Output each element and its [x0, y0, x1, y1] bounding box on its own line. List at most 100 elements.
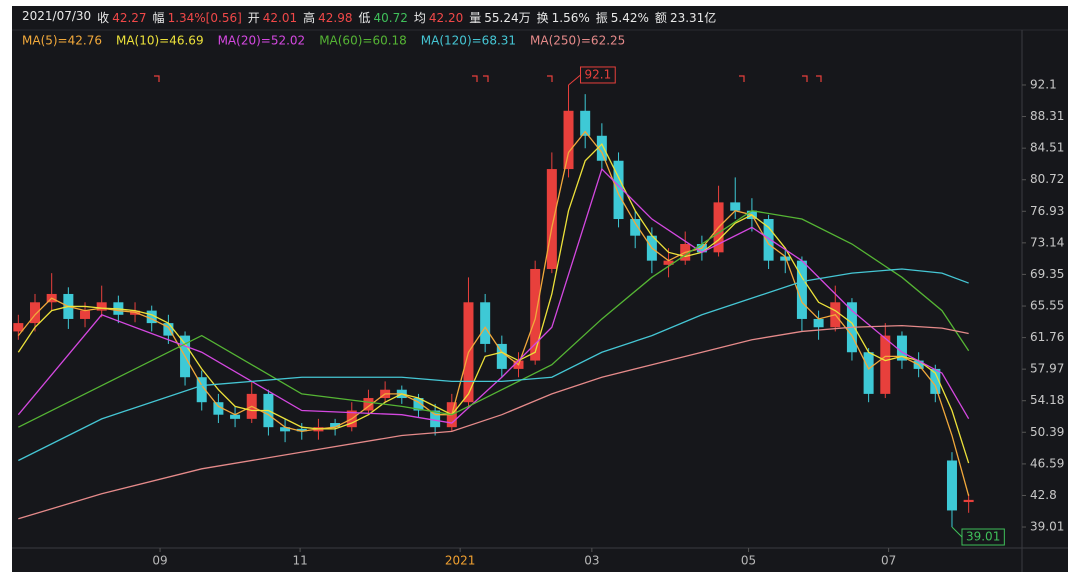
candle-body: [530, 268, 541, 361]
quote-item: 振 5.42%: [596, 9, 649, 26]
quote-label: 低: [358, 11, 371, 25]
quote-header: 2021/07/30 收 42.27 幅 1.34%[0.56] 开 42.01 高 42.98…: [22, 9, 716, 26]
max-label-box: [580, 66, 616, 84]
quote-value: 1.34%[0.56]: [167, 11, 242, 25]
candle-body: [80, 310, 91, 319]
y-tick-label: 69.35: [1030, 267, 1064, 281]
ma-line: [17, 130, 970, 496]
y-tick-label: 42.8: [1030, 488, 1057, 502]
y-tick-label: 76.93: [1030, 204, 1064, 218]
candle-body: [946, 460, 957, 511]
y-tick-label: 84.51: [1030, 141, 1064, 155]
quote-value: 55.24万: [484, 11, 531, 25]
candle-body: [196, 377, 207, 403]
quote-label: 高: [303, 11, 316, 25]
x-tick-label: 03: [584, 554, 599, 568]
candle-body: [563, 110, 574, 170]
quote-label: 均: [413, 11, 426, 25]
candle-body: [580, 110, 591, 136]
quote-label: 2021/07/30: [22, 9, 92, 23]
legend-entry: MA(10)=46.69: [116, 34, 204, 48]
y-tick-label: 46.59: [1030, 456, 1064, 470]
candle-body: [280, 427, 291, 432]
quote-value: 1.56%: [551, 11, 590, 25]
quote-item: 低 40.72: [359, 9, 408, 26]
candle-body: [896, 335, 907, 361]
quote-value: 42.98: [318, 11, 353, 25]
candle-body: [880, 335, 891, 394]
y-tick-label: 88.31: [1030, 109, 1064, 123]
quote-value: 23.31亿: [669, 11, 717, 25]
candle-body: [630, 219, 641, 236]
y-tick-label: 50.39: [1030, 425, 1064, 439]
ma-line: [17, 142, 970, 464]
x-tick-label: 2021: [445, 554, 476, 568]
quote-label: 换: [536, 11, 549, 25]
quote-value: 42.20: [428, 11, 464, 25]
candle-body: [613, 160, 624, 220]
quote-label: 量: [469, 11, 482, 25]
quote-value: 42.27: [112, 11, 147, 25]
quote-item: 高 42.98: [303, 9, 352, 26]
candle-body: [13, 323, 24, 332]
x-tick-label: 05: [741, 554, 756, 568]
y-tick-label: 92.1: [1030, 77, 1057, 91]
y-tick-label: 65.55: [1030, 299, 1064, 313]
candle-body: [213, 402, 224, 415]
quote-label: 额: [654, 11, 667, 25]
min-pointer: [951, 526, 963, 538]
candle-body: [330, 423, 341, 428]
quote-item: 额 23.31亿: [655, 9, 716, 26]
quote-value: 40.72: [373, 11, 408, 25]
candle-body: [863, 352, 874, 394]
min-label: 39.01: [966, 530, 1000, 544]
legend-entry: MA(20)=52.02: [218, 34, 306, 48]
candle-body: [363, 398, 374, 411]
quote-item: 收 42.27: [97, 9, 146, 26]
candle-body: [30, 302, 41, 324]
ma-line: [18, 210, 970, 428]
quote-label: 振: [595, 11, 608, 25]
candle-body: [413, 398, 424, 411]
min-label-box: [961, 528, 1005, 546]
quote-item: 量 55.24万: [469, 9, 530, 26]
candle-body: [780, 256, 791, 261]
y-tick-label: 54.18: [1030, 393, 1064, 407]
candle-body: [230, 414, 241, 419]
candle-body: [663, 260, 674, 265]
quote-value: 42.01: [262, 11, 298, 25]
quote-item: 开 42.01: [248, 9, 297, 26]
candle-body: [296, 428, 307, 432]
quote-item: 幅 1.34%[0.56]: [153, 9, 242, 26]
candle-body: [96, 302, 107, 311]
legend-entry: MA(120)=68.31: [421, 34, 516, 48]
x-tick-label: 09: [152, 554, 167, 568]
y-tick-label: 61.76: [1030, 330, 1064, 344]
y-tick-label: 57.97: [1030, 362, 1064, 376]
candle-body: [146, 310, 157, 324]
candle-body: [496, 343, 507, 369]
candle-body: [480, 302, 491, 344]
candle-body: [730, 202, 741, 211]
ma-line: [18, 324, 969, 520]
candle-body: [763, 219, 774, 261]
event-markers: [154, 75, 822, 82]
candle-body: [796, 260, 807, 319]
quote-label: 幅: [152, 11, 165, 25]
max-pointer: [568, 74, 581, 86]
legend-entry: MA(5)=42.76: [22, 34, 102, 48]
candle-body: [930, 368, 941, 394]
candle-body: [546, 169, 557, 269]
quote-item: 换 1.56%: [537, 9, 590, 26]
candle-body: [163, 323, 174, 336]
x-tick-label: 11: [292, 554, 307, 568]
candle-body: [430, 410, 441, 428]
candle-body: [813, 318, 824, 328]
candle-body: [963, 499, 974, 503]
x-tick-label: 07: [881, 554, 896, 568]
ma-line: [18, 268, 969, 462]
y-tick-label: 73.14: [1030, 235, 1064, 249]
candle-body: [596, 135, 607, 161]
